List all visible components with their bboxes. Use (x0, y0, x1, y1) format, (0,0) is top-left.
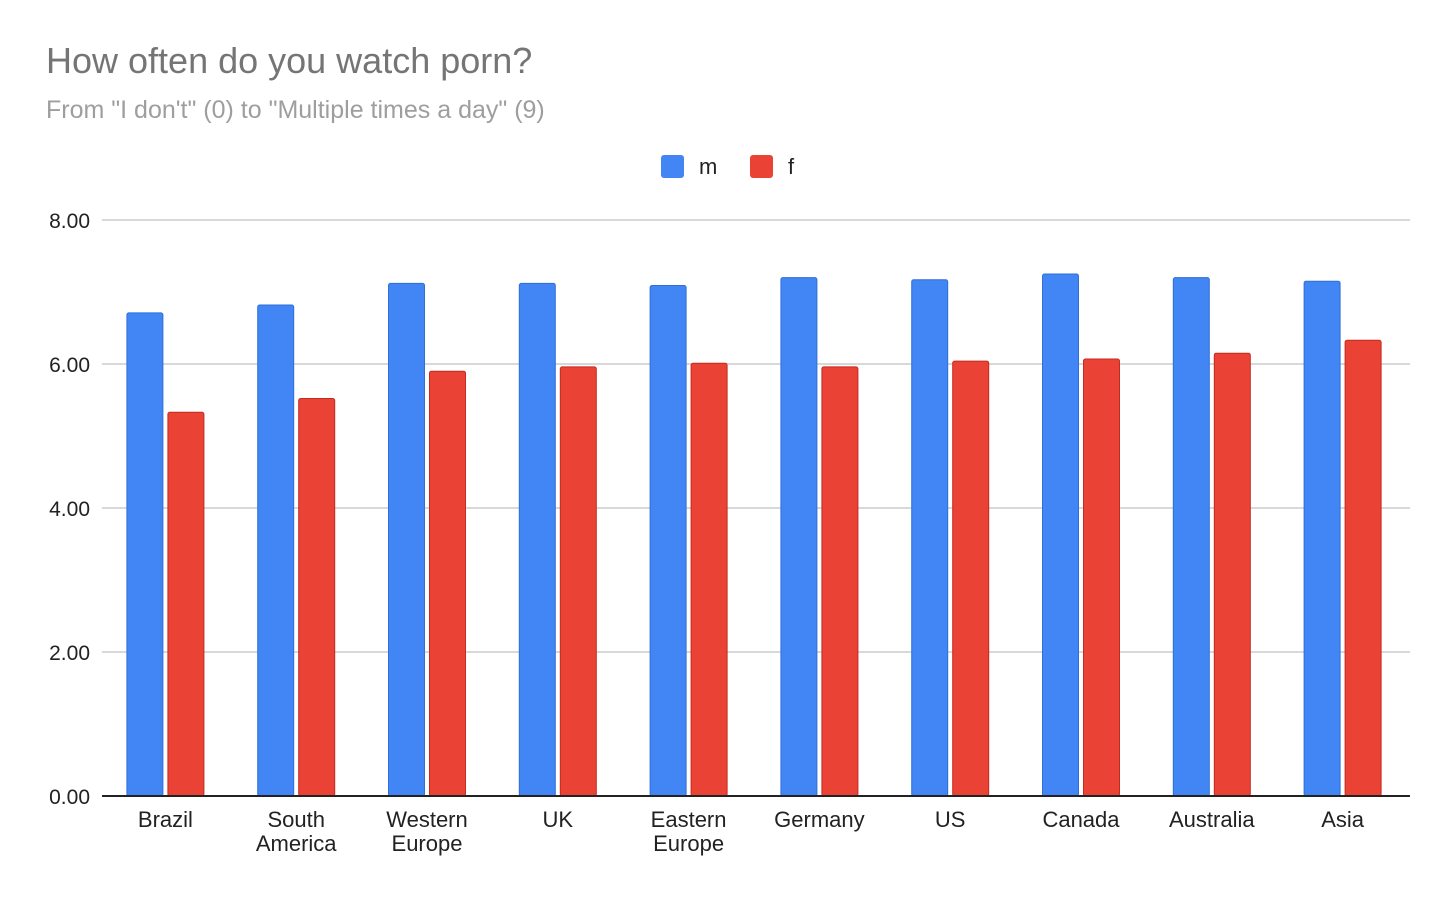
y-tick-label: 4.00 (49, 498, 90, 521)
bar-f-germany (821, 366, 859, 797)
x-tick-label: Germany (774, 807, 864, 832)
bar-f-south-america (298, 398, 336, 797)
bar-m-uk (518, 282, 556, 797)
bar-f-us (952, 360, 990, 797)
x-tick-label: Canada (1042, 807, 1120, 832)
y-axis-ticks: 0.00 2.00 4.00 6.00 8.00 (49, 210, 90, 809)
bar-m-australia (1172, 277, 1210, 797)
legend-swatch-m (661, 155, 684, 178)
bar-f-uk (559, 366, 597, 797)
bar-f-brazil (167, 411, 205, 797)
bar-f-australia (1213, 352, 1251, 797)
y-tick-label: 6.00 (49, 354, 90, 377)
x-tick-label: Asia (1321, 807, 1365, 832)
bar-m-canada (1042, 273, 1079, 797)
x-tick-label: Eastern Europe (651, 807, 727, 856)
x-axis-ticks: Brazil South America Western Europe UK Eastern… (138, 807, 1365, 856)
x-tick-label: South America (256, 807, 337, 856)
bar-m-south-america (257, 304, 295, 797)
chart-title: How often do you watch porn? (46, 40, 533, 81)
bar-m-eastern-europe (649, 285, 687, 797)
x-tick-label: US (935, 807, 966, 832)
x-tick-label: Australia (1169, 807, 1255, 832)
bar-f-western-europe (429, 370, 466, 797)
legend-label-m: m (699, 154, 717, 179)
legend-swatch-f (750, 155, 773, 178)
bar-f-eastern-europe (690, 362, 728, 797)
bar-m-asia (1303, 280, 1341, 797)
bar-f-canada (1083, 358, 1120, 797)
bar-m-western-europe (388, 282, 425, 797)
x-tick-label: UK (543, 807, 574, 832)
bars (126, 273, 1382, 797)
chart-subtitle: From "I don't" (0) to "Multiple times a … (46, 96, 545, 124)
x-tick-label: Western Europe (386, 807, 468, 856)
y-tick-label: 2.00 (49, 642, 90, 665)
y-tick-label: 0.00 (49, 786, 90, 809)
bar-m-brazil (126, 312, 164, 797)
x-tick-label: Brazil (138, 807, 193, 832)
bar-m-germany (780, 277, 818, 797)
bar-f-asia (1344, 339, 1382, 797)
legend-label-f: f (788, 154, 795, 179)
y-tick-label: 8.00 (49, 210, 90, 233)
bar-m-us (911, 279, 949, 797)
